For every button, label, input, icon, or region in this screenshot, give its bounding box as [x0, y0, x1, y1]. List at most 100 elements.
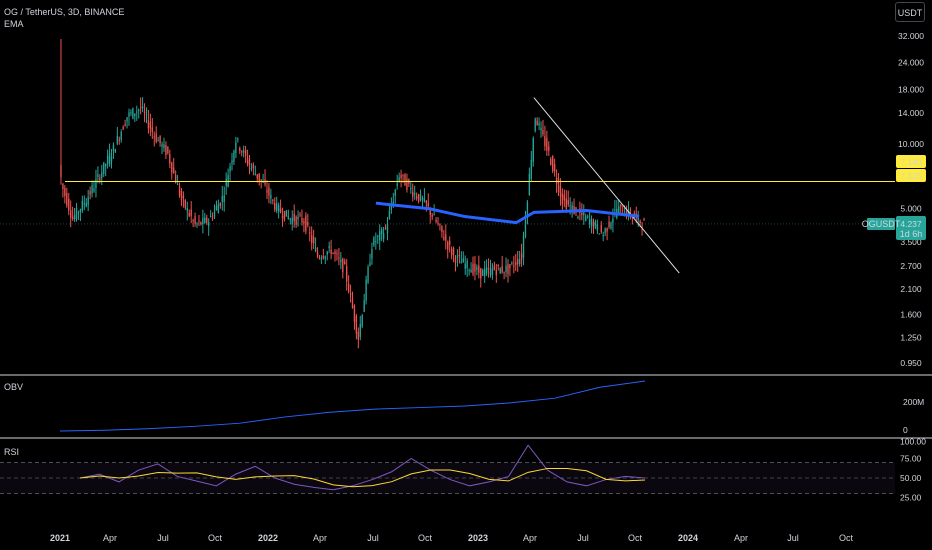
candle-up	[377, 235, 379, 237]
candle-down	[318, 257, 321, 259]
time-tick-label: Jul	[787, 533, 799, 543]
candle-down	[448, 240, 451, 245]
candle-up	[120, 131, 122, 140]
candle-up	[289, 218, 291, 220]
candle-up	[101, 172, 103, 178]
candle-down	[283, 211, 286, 220]
candle-up	[276, 203, 278, 211]
candle-up	[382, 233, 385, 240]
candle-up	[421, 198, 424, 200]
candle-up	[526, 201, 529, 217]
candle-up	[456, 255, 459, 258]
candle-up	[126, 117, 128, 122]
candle-up	[396, 183, 398, 186]
candle-down	[437, 222, 439, 225]
candle-up	[594, 221, 597, 227]
candle-up	[419, 194, 422, 200]
candle-up	[132, 108, 134, 119]
candle-down	[303, 221, 305, 224]
candle-down	[557, 178, 560, 193]
candle-down	[342, 258, 344, 273]
candle-down	[305, 215, 307, 232]
candle-up	[277, 205, 280, 212]
candle-up	[77, 212, 80, 214]
candle-up	[112, 144, 115, 151]
time-tick-label: Oct	[628, 533, 643, 543]
candle-down	[412, 191, 414, 197]
price-tick-label: 14.000	[898, 108, 924, 118]
candle-down	[349, 293, 352, 295]
candle-down	[190, 209, 192, 217]
price-tick-label: 7.140	[900, 157, 922, 167]
candle-up	[83, 203, 85, 205]
candle-down	[439, 224, 441, 226]
candle-down	[159, 135, 161, 144]
candle-up	[483, 269, 486, 277]
candle-down	[513, 265, 515, 267]
price-tick-label: 10.000	[898, 139, 924, 149]
candle-down	[353, 305, 356, 322]
rsi-tick-label: 50.00	[900, 473, 922, 483]
candle-up	[585, 216, 587, 221]
candle-up	[110, 156, 113, 162]
rsi-label[interactable]: RSI	[4, 447, 20, 457]
candle-down	[548, 146, 550, 152]
candle-down	[194, 216, 196, 224]
candle-down	[550, 158, 552, 165]
candle-down	[334, 251, 336, 254]
candle-up	[522, 235, 525, 258]
candle-down	[171, 162, 173, 173]
price-pane[interactable]	[0, 38, 895, 349]
candle-down	[450, 248, 453, 256]
time-tick-label: Apr	[313, 533, 327, 543]
obv-line	[59, 380, 646, 432]
candle-down	[60, 164, 62, 178]
candle-up	[511, 262, 513, 264]
candle-up	[231, 160, 233, 164]
ema-indicator-label[interactable]: EMA	[4, 19, 24, 29]
candle-up	[398, 177, 400, 182]
candle-down	[620, 204, 622, 207]
candle-down	[312, 237, 315, 244]
candle-down	[487, 268, 490, 270]
candle-down	[425, 200, 428, 204]
candle-down	[355, 316, 358, 334]
candle-down	[295, 216, 297, 225]
candle-down	[149, 121, 152, 129]
candle-up	[491, 269, 494, 275]
price-tick-label: 32.000	[898, 31, 924, 41]
candle-down	[62, 183, 64, 189]
candle-down	[347, 283, 350, 293]
obv-label[interactable]: OBV	[4, 382, 24, 392]
candle-up	[460, 261, 463, 264]
candle-up	[530, 159, 532, 179]
candle-up	[577, 216, 579, 218]
currency-button[interactable]: USDT	[895, 2, 925, 22]
candle-down	[244, 149, 247, 156]
candle-down	[198, 220, 200, 222]
candle-down	[258, 173, 260, 181]
candle-down	[435, 219, 437, 222]
candle-down	[553, 164, 556, 172]
candle-up	[534, 118, 536, 132]
candle-up	[176, 184, 179, 186]
candle-up	[262, 181, 264, 183]
candle-down	[192, 220, 194, 222]
candle-up	[235, 142, 237, 154]
candle-down	[565, 198, 567, 209]
candle-up	[365, 279, 367, 301]
candle-up	[204, 217, 206, 223]
candle-down	[404, 174, 406, 186]
price-tick-label: 2.700	[900, 261, 922, 271]
candle-down	[124, 124, 126, 126]
candle-down	[400, 174, 402, 179]
time-tick-label: Oct	[418, 533, 433, 543]
candle-up	[138, 109, 140, 111]
candle-up	[233, 150, 235, 162]
candle-up	[588, 219, 591, 225]
candle-down	[252, 164, 255, 169]
candle-up	[91, 185, 93, 194]
candle-down	[592, 221, 595, 229]
candle-down	[182, 195, 185, 199]
